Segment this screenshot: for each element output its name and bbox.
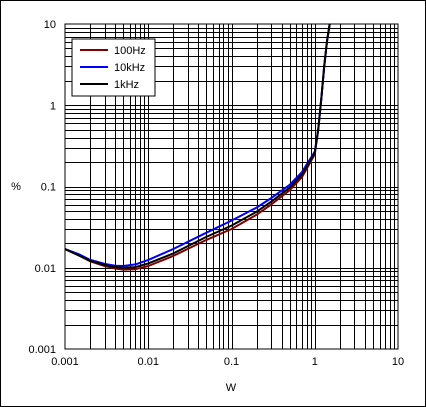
x-tick-label: 1 xyxy=(312,356,318,368)
series-lines xyxy=(65,24,331,271)
y-tick-label: 0.001 xyxy=(28,344,56,356)
x-tick-label: 0.01 xyxy=(138,356,159,368)
x-tick-label: 0.1 xyxy=(224,356,239,368)
plot-border xyxy=(64,23,399,350)
legend: 100Hz 10kHz 1kHz xyxy=(71,38,156,97)
y-tick-label: 1 xyxy=(50,100,56,112)
tick-labels: 0.001 0.01 0.1 1 10 0.001 0.01 0.1 1 10 xyxy=(28,19,404,368)
y-tick-label: 0.1 xyxy=(41,182,56,194)
y-axis-label: % xyxy=(11,181,21,193)
x-axis-label: W xyxy=(226,382,237,394)
legend-label-1khz: 1kHz xyxy=(114,79,139,91)
y-tick-label: 0.01 xyxy=(35,263,56,275)
legend-label-100hz: 100Hz xyxy=(114,45,146,57)
x-tick-label: 10 xyxy=(392,356,404,368)
series-line-1khz xyxy=(65,24,331,269)
legend-label-10khz: 10kHz xyxy=(114,62,145,74)
x-tick-label: 0.001 xyxy=(51,356,79,368)
y-tick-label: 10 xyxy=(44,19,56,31)
